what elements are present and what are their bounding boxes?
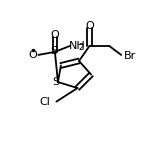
Text: S: S — [52, 77, 59, 87]
Text: S: S — [50, 46, 57, 56]
Text: 2: 2 — [78, 43, 83, 52]
Text: O: O — [50, 30, 59, 40]
Text: Br: Br — [123, 51, 136, 61]
Text: NH: NH — [69, 41, 86, 51]
Text: Cl: Cl — [40, 97, 51, 107]
Text: O: O — [85, 21, 94, 31]
Text: O: O — [29, 50, 37, 60]
